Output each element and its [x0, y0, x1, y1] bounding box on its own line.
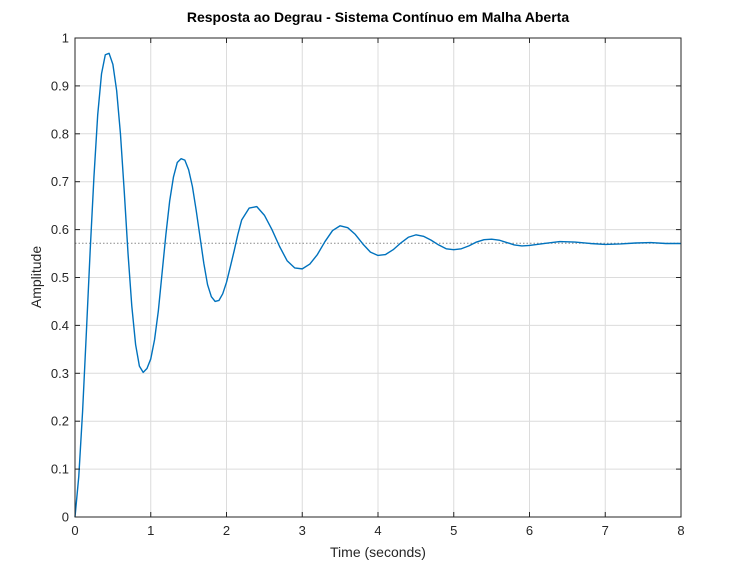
axes-box: [74, 37, 682, 518]
x-tick-label: 0: [71, 523, 78, 538]
y-tick-label: 0.6: [51, 222, 69, 237]
x-axis-label: Time (seconds): [330, 544, 426, 560]
y-tick-label: 0.3: [51, 366, 69, 381]
y-tick-label: 0.1: [51, 462, 69, 477]
y-tick-label: 0.4: [51, 318, 69, 333]
y-tick-label: 1: [62, 31, 69, 46]
tick-labels: 0 1 2 3 4 5 6 7 8 0 0.1 0.2 0.3 0.4 0.5 0.6 0.7 0.8 0.9 1: [51, 31, 685, 539]
y-tick-label: 0.2: [51, 414, 69, 429]
y-tick-label: 0.5: [51, 270, 69, 285]
x-tick-label: 8: [677, 523, 684, 538]
x-tick-label: 4: [374, 523, 381, 538]
chart-title: Resposta ao Degrau - Sistema Contínuo em…: [187, 9, 569, 25]
y-tick-label: 0.7: [51, 174, 69, 189]
grid: [74, 37, 682, 518]
x-tick-label: 3: [299, 523, 306, 538]
x-tick-label: 1: [147, 523, 154, 538]
series-layer: [74, 52, 681, 518]
x-tick-label: 6: [526, 523, 533, 538]
series-line-0: [74, 52, 681, 518]
x-tick-label: 2: [223, 523, 230, 538]
y-tick-label: 0.9: [51, 78, 69, 93]
y-tick-label: 0.8: [51, 126, 69, 141]
y-axis-label: Amplitude: [28, 246, 44, 308]
x-tick-label: 5: [450, 523, 457, 538]
axes: [74, 37, 682, 518]
y-tick-label: 0: [62, 510, 69, 525]
x-tick-label: 7: [602, 523, 609, 538]
